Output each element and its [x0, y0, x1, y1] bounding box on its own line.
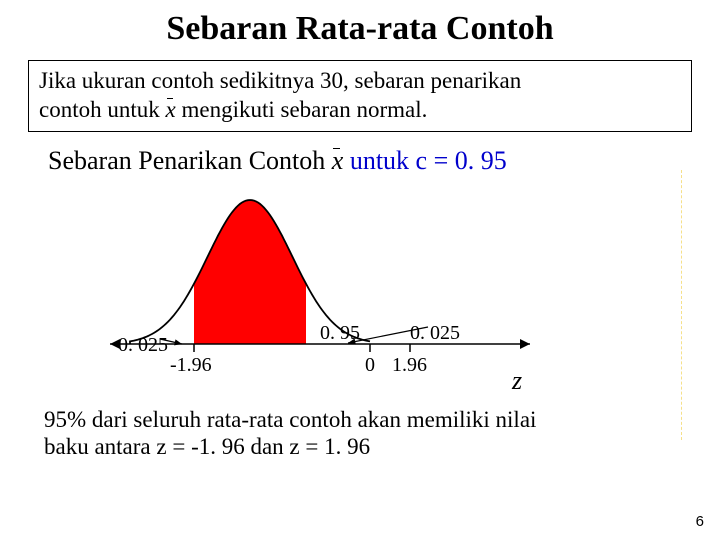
label-left-0.025: 0. 025 [118, 334, 168, 357]
label-0.95: 0. 95 [320, 322, 360, 345]
normal-curve-chart: 0. 95 0. 025 0. 025 -1.96 0 1.96 z [110, 194, 530, 394]
box-line2b: mengikuti sebaran normal. [176, 97, 428, 122]
tick-label-zero: 0 [365, 354, 375, 377]
tick-label-neg: -1.96 [170, 354, 212, 377]
subheading: Sebaran Penarikan Contoh x untuk c = 0. … [48, 146, 720, 176]
box-line2a: contoh untuk [39, 97, 166, 122]
z-axis-label: z [512, 366, 522, 396]
tick-label-pos: 1.96 [392, 354, 427, 377]
slide-number-text: 6 [696, 513, 704, 530]
box-line1: Jika ukuran contoh sedikitnya 30, sebara… [39, 68, 521, 93]
theorem-box: Jika ukuran contoh sedikitnya 30, sebara… [28, 60, 692, 132]
title-text: Sebaran Rata-rata Contoh [166, 10, 553, 47]
subhead-b: untuk c = 0. 95 [343, 146, 506, 175]
label-right-0.025: 0. 025 [410, 322, 460, 345]
page-title: Sebaran Rata-rata Contoh [0, 0, 720, 48]
subhead-a: Sebaran Penarikan Contoh [48, 146, 332, 175]
bottom-line1: 95% dari seluruh rata-rata contoh akan m… [44, 407, 536, 432]
bottom-paragraph: 95% dari seluruh rata-rata contoh akan m… [44, 406, 676, 461]
vertical-dash-accent [681, 170, 682, 440]
xbar-symbol-2: x [332, 146, 344, 176]
slide-number: 6 [696, 513, 704, 530]
xbar-symbol: x [166, 96, 176, 125]
bottom-line2: baku antara z = -1. 96 dan z = 1. 96 [44, 434, 370, 459]
